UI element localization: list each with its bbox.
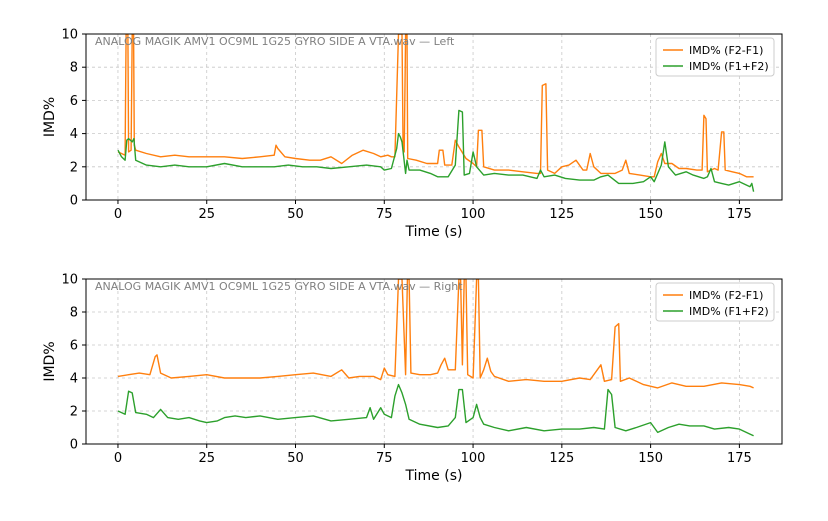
- x-tick: 25: [198, 200, 215, 222]
- y-tick: 8: [70, 61, 86, 76]
- y-tick-label: 6: [70, 94, 78, 109]
- x-tick: 150: [638, 444, 663, 466]
- x-tick: 100: [461, 200, 486, 222]
- y-tick: 4: [70, 127, 86, 142]
- legend-box: [655, 37, 775, 77]
- axes-frame: [85, 278, 783, 445]
- y-tick-label: 4: [70, 127, 78, 142]
- x-axis-label: Time (s): [405, 468, 463, 484]
- x-tick: 0: [114, 444, 122, 466]
- x-tick: 150: [638, 200, 663, 222]
- y-tick-label: 4: [70, 372, 78, 387]
- series-line-f2-minus-f1: [117, 279, 754, 389]
- x-tick: 0: [114, 200, 122, 222]
- x-tick: 75: [376, 200, 393, 222]
- left-channel-panel: 0 25 50 75 100 125 150 175 0 2 4 6 8 10 Time (s) IMD% AN…: [42, 28, 783, 240]
- y-tick: 2: [70, 160, 86, 175]
- x-tick-label: 50: [287, 451, 304, 466]
- series-line-f2-minus-f1: [117, 34, 754, 178]
- x-tick-label: 175: [727, 451, 752, 466]
- x-tick-label: 125: [549, 207, 574, 222]
- x-tick-label: 75: [376, 451, 393, 466]
- x-tick: 125: [549, 200, 574, 222]
- y-tick: 10: [61, 273, 86, 288]
- y-tick: 0: [70, 438, 86, 453]
- y-tick-label: 10: [61, 273, 78, 288]
- y-tick-label: 2: [70, 405, 78, 420]
- x-tick-label: 100: [461, 207, 486, 222]
- x-tick-label: 0: [114, 451, 122, 466]
- axes-frame: [85, 33, 783, 201]
- y-tick: 4: [70, 372, 86, 387]
- y-tick-label: 0: [70, 194, 78, 209]
- series-line-f1-plus-f2: [117, 383, 754, 437]
- x-tick: 175: [727, 200, 752, 222]
- y-tick-label: 2: [70, 160, 78, 175]
- y-tick: 6: [70, 94, 86, 109]
- legend-entry-label: IMD% (F2-F1): [689, 44, 763, 57]
- y-tick: 6: [70, 339, 86, 354]
- y-tick: 10: [61, 28, 86, 43]
- legend: IMD% (F2-F1) IMD% (F1+F2): [655, 37, 775, 77]
- x-axis-label: Time (s): [405, 224, 463, 240]
- x-tick-label: 150: [638, 451, 663, 466]
- legend-box: [655, 282, 775, 322]
- y-tick: 2: [70, 405, 86, 420]
- legend-entry-label: IMD% (F2-F1): [689, 289, 763, 302]
- x-tick-label: 50: [287, 207, 304, 222]
- y-axis-label: IMD%: [42, 97, 58, 137]
- x-tick: 50: [287, 444, 304, 466]
- y-tick: 8: [70, 306, 86, 321]
- y-axis-label: IMD%: [42, 341, 58, 381]
- y-tick-label: 8: [70, 306, 78, 321]
- x-tick: 125: [549, 444, 574, 466]
- legend: IMD% (F2-F1) IMD% (F1+F2): [655, 282, 775, 322]
- chart-title: ANALOG MAGIK AMV1 OC9ML 1G25 GYRO SIDE A…: [95, 280, 463, 293]
- y-tick-label: 6: [70, 339, 78, 354]
- x-tick: 175: [727, 444, 752, 466]
- chart-title: ANALOG MAGIK AMV1 OC9ML 1G25 GYRO SIDE A…: [95, 35, 455, 48]
- x-tick: 25: [198, 444, 215, 466]
- x-tick: 75: [376, 444, 393, 466]
- x-tick-label: 150: [638, 207, 663, 222]
- y-tick-label: 10: [61, 28, 78, 43]
- x-tick-label: 75: [376, 207, 393, 222]
- right-channel-panel: 0 25 50 75 100 125 150 175 0 2 4 6 8 10 Time (s) IMD% AN…: [42, 273, 783, 484]
- x-tick-label: 100: [461, 451, 486, 466]
- x-tick-label: 0: [114, 207, 122, 222]
- series-line-f1-plus-f2: [117, 109, 755, 192]
- x-tick: 100: [461, 444, 486, 466]
- y-tick-label: 0: [70, 438, 78, 453]
- legend-entry-label: IMD% (F1+F2): [689, 60, 769, 73]
- y-tick: 0: [70, 194, 86, 209]
- x-tick-label: 25: [198, 207, 215, 222]
- x-tick-label: 25: [198, 451, 215, 466]
- x-tick-label: 175: [727, 207, 752, 222]
- x-tick-label: 125: [549, 451, 574, 466]
- x-tick: 50: [287, 200, 304, 222]
- legend-entry-label: IMD% (F1+F2): [689, 305, 769, 318]
- y-tick-label: 8: [70, 61, 78, 76]
